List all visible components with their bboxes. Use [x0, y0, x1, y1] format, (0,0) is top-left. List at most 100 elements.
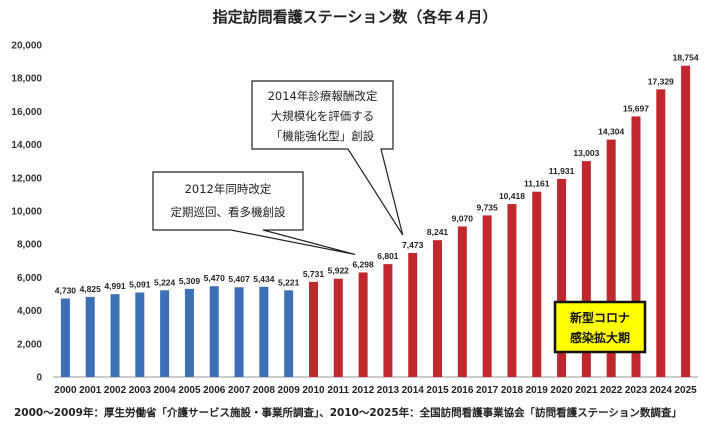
annotation-2012-line-2: 定期巡回、看多機創設	[171, 205, 286, 219]
x-tick-label-2023: 2023	[625, 385, 648, 396]
data-label-2023: 15,697	[623, 103, 649, 113]
x-tick-label-2024: 2024	[650, 385, 673, 396]
bar-2005	[184, 288, 194, 377]
source-footnote: 2000～2009年：厚生労働省「介護サービス施設・事業所調査」、2010～20…	[14, 407, 682, 419]
x-tick-label-2017: 2017	[476, 385, 499, 396]
bar-2014	[408, 252, 418, 377]
bar-2017	[482, 215, 492, 377]
annotation-2014-line-1: 2014年診療報酬改定	[268, 89, 378, 103]
data-label-2025: 18,754	[673, 53, 699, 63]
data-label-2021: 13,003	[573, 148, 599, 158]
bar-2025	[681, 65, 691, 378]
x-tick-label-2004: 2004	[154, 385, 177, 396]
y-tick-label: 20,000	[11, 41, 42, 52]
bars	[60, 65, 691, 378]
annotation-2012-line-1: 2012年同時改定	[185, 182, 272, 196]
bar-2011	[333, 278, 343, 377]
x-tick-label-2009: 2009	[278, 385, 301, 396]
data-label-2001: 4,825	[80, 284, 102, 294]
bar-2016	[457, 226, 467, 377]
annotation-2014-callout: 2014年診療報酬改定 大規模化を評価する 「機能強化型」創設	[251, 80, 404, 236]
bar-2013	[383, 264, 393, 377]
bar-2006	[209, 286, 219, 377]
y-tick-label: 8,000	[17, 240, 42, 251]
x-tick-label-2016: 2016	[451, 385, 474, 396]
data-label-2012: 6,298	[352, 259, 374, 269]
bar-2023	[631, 116, 641, 377]
x-tick-label-2000: 2000	[54, 385, 77, 396]
y-tick-label: 0	[36, 373, 42, 384]
bar-2007	[234, 287, 244, 377]
covid-box-line-2: 感染拡大期	[570, 330, 630, 345]
data-label-2010: 5,731	[303, 269, 325, 279]
x-tick-label-2021: 2021	[575, 385, 598, 396]
x-tick-label-2020: 2020	[550, 385, 573, 396]
annotation-2012-callout: 2012年同時改定 定期巡回、看多機創設	[152, 171, 356, 256]
data-label-2019: 11,161	[524, 179, 550, 189]
data-label-2017: 9,735	[476, 202, 498, 212]
x-tick-label-2013: 2013	[377, 385, 400, 396]
x-tick-label-2012: 2012	[352, 385, 375, 396]
data-labels: 4,730 4,825 4,991 5,091 5,224 5,309 5,470 5,407…	[55, 53, 699, 296]
bar-2008	[259, 286, 269, 377]
bar-2019	[532, 191, 542, 377]
data-label-2004: 5,224	[154, 277, 176, 287]
data-label-2015: 8,241	[427, 227, 449, 237]
covid-box-rect	[553, 300, 647, 354]
y-tick-label: 12,000	[11, 173, 42, 184]
bar-2015	[433, 240, 443, 377]
bar-2021	[581, 161, 591, 377]
y-tick-label: 2,000	[17, 339, 42, 350]
x-tick-label-2007: 2007	[228, 385, 251, 396]
covid-box-line-1: 新型コロナ	[570, 310, 630, 325]
y-axis-ticks: 0 2,000 4,000 6,000 8,000 10,000 12,000 14,000 1…	[11, 41, 42, 384]
y-tick-label: 18,000	[11, 74, 42, 85]
y-tick-label: 6,000	[17, 273, 42, 284]
data-label-2013: 6,801	[377, 251, 399, 261]
data-label-2014: 7,473	[402, 240, 424, 250]
x-tick-label-2001: 2001	[79, 385, 102, 396]
bar-2001	[85, 296, 95, 377]
bar-2012	[358, 272, 368, 377]
data-label-2022: 14,304	[598, 127, 624, 137]
data-label-2020: 11,931	[549, 166, 575, 176]
annotation-2014-bubble	[251, 80, 404, 236]
bar-2010	[308, 281, 318, 377]
x-tick-label-2014: 2014	[402, 385, 425, 396]
x-tick-label-2018: 2018	[501, 385, 524, 396]
x-tick-label-2022: 2022	[600, 385, 623, 396]
data-label-2011: 5,922	[328, 266, 350, 276]
y-tick-label: 16,000	[11, 107, 42, 118]
x-tick-label-2002: 2002	[104, 385, 127, 396]
data-label-2016: 9,070	[452, 213, 474, 223]
bar-2009	[284, 290, 294, 377]
chart-title: 指定訪問看護ステーション数（各年４月）	[212, 8, 498, 26]
bar-2018	[507, 204, 517, 377]
x-tick-label-2010: 2010	[302, 385, 325, 396]
bar-2024	[656, 89, 666, 378]
annotation-2014-line-3: 「機能強化型」創設	[271, 129, 375, 143]
x-tick-label-2006: 2006	[203, 385, 226, 396]
x-tick-label-2019: 2019	[526, 385, 549, 396]
annotation-2012-bubble	[152, 171, 356, 256]
bar-2020	[557, 178, 567, 377]
x-tick-label-2025: 2025	[674, 385, 697, 396]
data-label-2008: 5,434	[253, 274, 275, 284]
bar-2022	[606, 139, 616, 377]
data-label-2024: 17,329	[648, 76, 674, 86]
x-tick-label-2003: 2003	[129, 385, 152, 396]
data-label-2000: 4,730	[55, 285, 77, 295]
x-axis-ticks: 2000 2001 2002 2003 2004 2005 2006 2007 2008 2009…	[54, 385, 697, 396]
y-tick-label: 14,000	[11, 140, 42, 151]
data-label-2005: 5,309	[179, 276, 201, 286]
x-tick-label-2015: 2015	[426, 385, 449, 396]
data-label-2018: 10,418	[499, 191, 525, 201]
data-label-2009: 5,221	[278, 277, 300, 287]
y-tick-label: 10,000	[11, 207, 42, 218]
annotation-2014-line-2: 大規模化を評価する	[271, 109, 375, 123]
data-label-2002: 4,991	[104, 281, 126, 291]
x-tick-label-2008: 2008	[253, 385, 276, 396]
bar-2000	[60, 298, 70, 377]
covid-period-box: 新型コロナ 感染拡大期	[553, 300, 647, 354]
